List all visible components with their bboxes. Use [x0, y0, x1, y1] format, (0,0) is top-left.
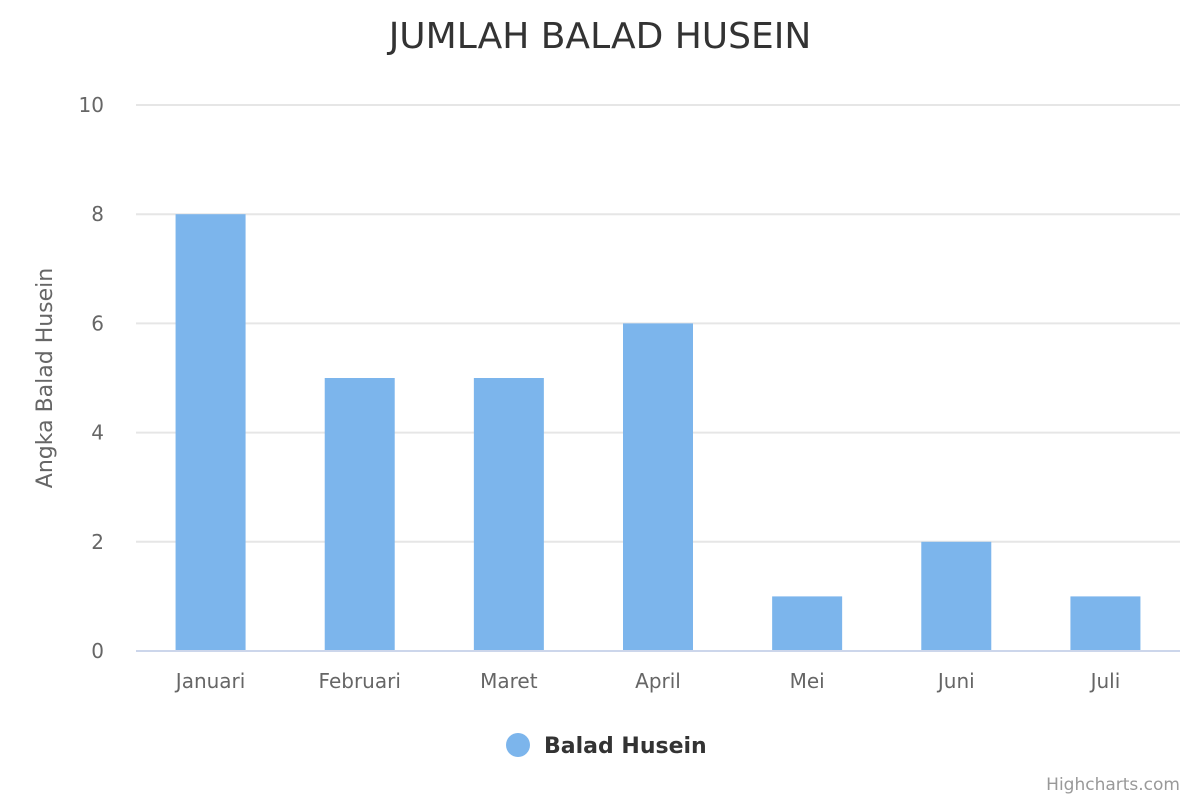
x-tick-label: Juni [936, 669, 975, 693]
legend-marker-icon[interactable] [506, 733, 530, 757]
bar-januari[interactable] [175, 214, 246, 651]
bar-juni[interactable] [921, 541, 992, 651]
legend-label[interactable]: Balad Husein [544, 734, 707, 759]
x-tick-label: Juli [1089, 669, 1121, 693]
legend[interactable]: Balad Husein [506, 733, 707, 759]
y-tick-label: 8 [91, 202, 104, 226]
chart-title: JUMLAH BALAD HUSEIN [387, 16, 812, 57]
bar-juli[interactable] [1070, 596, 1141, 651]
y-tick-label: 6 [91, 311, 104, 335]
y-tick-label: 2 [91, 530, 104, 554]
y-axis-title: Angka Balad Husein [33, 268, 58, 488]
x-tick-label: Maret [480, 669, 538, 693]
x-tick-label: April [635, 669, 681, 693]
bar-april[interactable] [623, 323, 693, 651]
bar-februari[interactable] [324, 378, 395, 651]
y-axis-ticks: 0 2 4 6 8 10 [79, 93, 104, 663]
x-axis-ticks: Januari Februari Maret April Mei Juni Juli [174, 669, 1120, 693]
credits-link[interactable]: Highcharts.com [1046, 775, 1180, 795]
y-tick-label: 4 [91, 421, 104, 445]
x-tick-label: Februari [319, 669, 401, 693]
y-tick-label: 0 [91, 639, 104, 663]
x-tick-label: Januari [174, 669, 246, 693]
y-tick-label: 10 [79, 93, 104, 117]
bar-series [175, 214, 1141, 651]
bar-mei[interactable] [772, 596, 843, 651]
bar-maret[interactable] [473, 378, 544, 651]
x-tick-label: Mei [790, 669, 825, 693]
